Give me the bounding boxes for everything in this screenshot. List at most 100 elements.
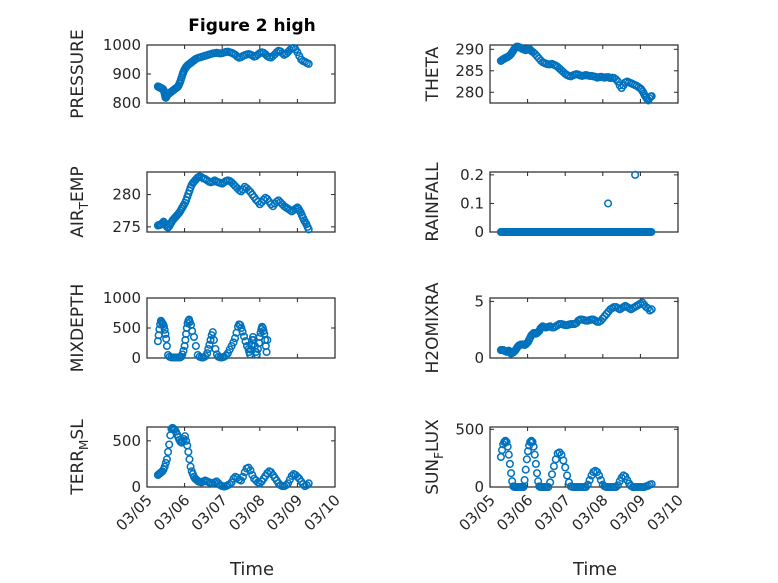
y-tick-label: 0 [474, 349, 484, 367]
panel-theta: 280 285 290 THETA [423, 40, 679, 105]
y-tick-label: 900 [112, 65, 141, 83]
panel-air-temp: 275 280 AIRTEMP [68, 166, 336, 238]
data-point [165, 440, 174, 449]
data-point [203, 349, 212, 358]
x-axis-label-right: Time [572, 559, 617, 580]
data-markers [153, 43, 313, 102]
data-point [230, 334, 240, 343]
y-tick-label: 5 [474, 292, 484, 310]
y-tick-label: 0 [474, 478, 484, 496]
data-point [613, 481, 622, 490]
data-point [238, 327, 247, 336]
axes-box [489, 426, 679, 488]
data-point [185, 455, 194, 464]
data-point [272, 48, 281, 57]
data-point [246, 466, 255, 475]
panel-h2omixra: 0 5 H2OMIXRA [423, 282, 679, 374]
y-axis-label: MIXDEPTH [68, 284, 88, 373]
y-tick-label: 1000 [103, 36, 141, 54]
x-tick-label: 03/10 [644, 491, 687, 534]
data-point [211, 344, 220, 354]
data-point [159, 322, 168, 331]
data-point [596, 476, 605, 485]
data-point [531, 459, 540, 468]
data-point [239, 332, 249, 341]
y-tick-label: 280 [112, 186, 141, 204]
data-point [647, 480, 656, 489]
data-point [522, 455, 531, 464]
data-point [252, 350, 261, 359]
y-tick-label: 275 [112, 218, 141, 236]
data-point [229, 474, 238, 483]
data-point [521, 465, 530, 474]
y-tick-label: 0.1 [460, 194, 484, 212]
data-point [164, 447, 173, 456]
x-tick-label: 03/06 [493, 491, 536, 534]
y-axis-label: SUNFLUX [423, 419, 446, 495]
y-tick-label: 1000 [103, 289, 141, 307]
data-point [507, 469, 516, 478]
x-tick-label: 03/06 [150, 491, 193, 534]
axes-box [489, 171, 679, 233]
data-point [611, 75, 621, 84]
panel-mixdepth: 0 500 1000 MIXDEPTH [68, 284, 336, 373]
data-point [160, 325, 169, 334]
data-point [604, 199, 613, 208]
y-axis-label: TERRMSL [68, 419, 91, 496]
x-tick-label: 03/05 [456, 491, 499, 534]
data-point [191, 341, 200, 351]
data-point [302, 481, 311, 490]
data-point [647, 227, 656, 237]
x-axis-label-left: Time [229, 559, 274, 580]
y-tick-label: 0 [474, 223, 484, 241]
y-tick-label: 280 [455, 83, 484, 101]
data-point [520, 476, 529, 485]
data-point [287, 471, 296, 480]
data-point [559, 456, 568, 465]
x-tick-label: 03/09 [263, 491, 306, 534]
x-tick-label: 03/07 [531, 491, 574, 534]
data-point [549, 462, 558, 471]
data-point [547, 470, 557, 479]
data-point [182, 436, 191, 445]
data-point [504, 450, 513, 459]
y-tick-label: 800 [112, 94, 141, 112]
data-point [643, 304, 652, 313]
x-tick-label: 03/09 [606, 491, 649, 534]
data-point [594, 471, 604, 480]
y-tick-label: 500 [112, 432, 141, 450]
data-point [161, 458, 170, 468]
data-point [160, 462, 169, 471]
data-point [184, 447, 193, 456]
data-point [162, 341, 171, 351]
data-point [583, 480, 592, 489]
y-tick-label: 290 [455, 40, 484, 58]
data-markers [153, 423, 313, 491]
data-point [502, 437, 511, 447]
data-point [561, 463, 570, 472]
data-point [298, 480, 308, 489]
data-point [179, 346, 188, 355]
data-point [647, 305, 656, 314]
panel-pressure: 800 900 1000 PRESSURE [68, 29, 336, 119]
data-point [263, 335, 272, 345]
data-point [262, 347, 271, 357]
data-point [528, 437, 537, 447]
data-point [225, 480, 234, 489]
data-point [238, 472, 247, 481]
data-point [208, 328, 217, 337]
y-tick-label: 500 [112, 319, 141, 337]
figure-title: Figure 2 high [188, 16, 316, 36]
data-point [205, 340, 214, 349]
y-tick-label: 0 [131, 349, 141, 367]
data-point [189, 332, 199, 342]
data-point [544, 482, 553, 492]
x-tick-label: 03/08 [225, 491, 268, 534]
x-tick-label: 03/05 [113, 491, 156, 534]
y-axis-label: AIRTEMP [68, 166, 91, 237]
subplot-grid: 800 900 1000 PRESSURE 280 285 290 THETA 275 280 AI… [68, 29, 687, 534]
data-point [161, 329, 170, 339]
data-point [503, 442, 512, 451]
